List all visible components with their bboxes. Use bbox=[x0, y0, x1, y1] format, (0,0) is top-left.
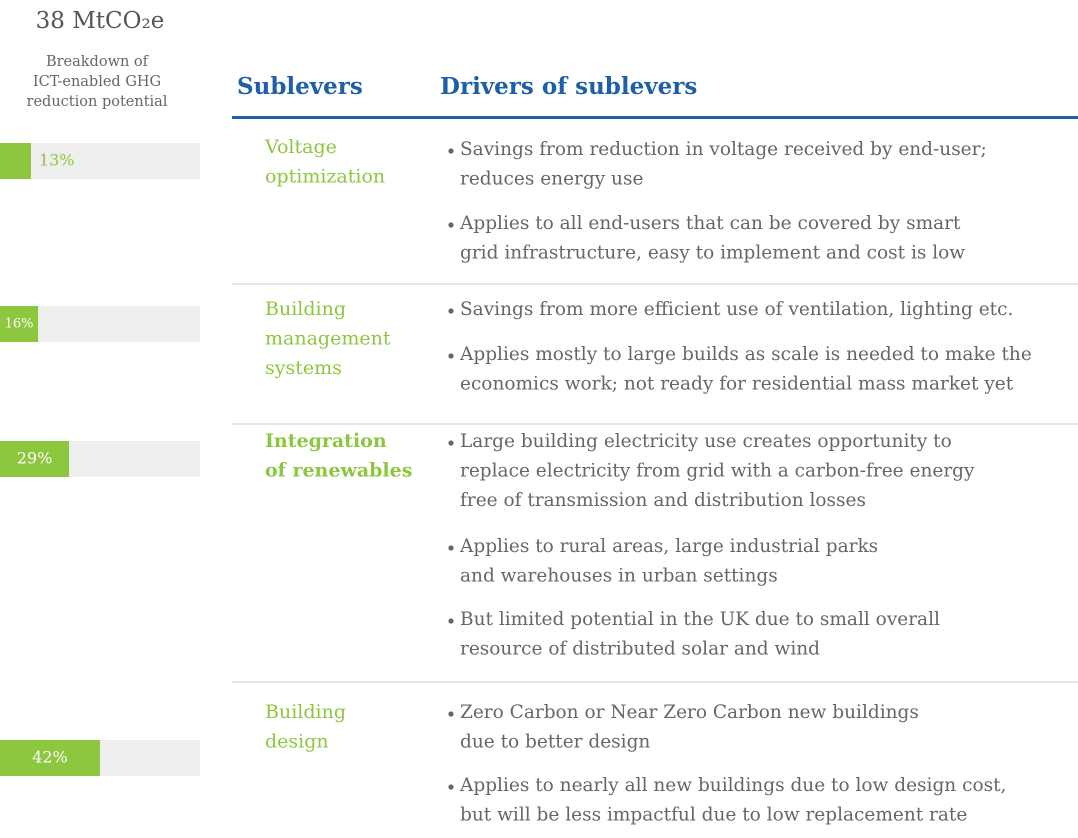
driver: and warehouses in urban settings bbox=[460, 566, 778, 587]
sublever: Building bbox=[265, 701, 346, 723]
subtitle: Breakdown of bbox=[46, 54, 150, 70]
driver: But limited potential in the UK due to s… bbox=[460, 609, 940, 630]
driver: economics work; not ready for residentia… bbox=[460, 374, 1014, 395]
bar-track bbox=[0, 143, 200, 179]
column-header: Sublevers bbox=[237, 73, 363, 100]
driver: Large building electricity use creates o… bbox=[460, 431, 952, 452]
bar-label: 42% bbox=[32, 748, 68, 767]
bullet bbox=[448, 440, 454, 446]
sublever: management bbox=[265, 328, 391, 350]
driver: free of transmission and distribution lo… bbox=[460, 490, 866, 511]
driver: due to better design bbox=[460, 732, 650, 753]
driver: resource of distributed solar and wind bbox=[460, 639, 820, 660]
driver: Applies to nearly all new buildings due … bbox=[459, 775, 1006, 796]
header-rule bbox=[232, 116, 1078, 119]
bar bbox=[0, 441, 70, 477]
bar bbox=[0, 306, 39, 342]
bullet bbox=[448, 711, 454, 717]
bullet bbox=[448, 308, 454, 314]
driver: Zero Carbon or Near Zero Carbon new buil… bbox=[460, 702, 919, 723]
driver: Applies to all end-users that can be cov… bbox=[459, 213, 961, 234]
bullet bbox=[448, 545, 454, 551]
driver: Savings from reduction in voltage receiv… bbox=[460, 139, 987, 160]
bullet bbox=[448, 222, 454, 228]
bar-label: 29% bbox=[17, 449, 53, 468]
driver: Applies mostly to large builds as scale … bbox=[459, 344, 1032, 365]
bar bbox=[0, 740, 100, 776]
sublever: Voltage bbox=[264, 136, 337, 158]
driver: reduces energy use bbox=[460, 169, 643, 190]
bar-label: 13% bbox=[39, 151, 75, 170]
sublever: optimization bbox=[265, 166, 385, 188]
sublever: Building bbox=[265, 298, 346, 320]
sublever: of renewables bbox=[265, 460, 412, 482]
sublever: design bbox=[265, 731, 329, 753]
bar-label: 16% bbox=[5, 317, 34, 332]
bar bbox=[0, 143, 31, 179]
subtitle: reduction potential bbox=[27, 94, 168, 110]
sublever: systems bbox=[265, 357, 342, 379]
driver: grid infrastructure, easy to implement a… bbox=[460, 243, 965, 264]
driver: but will be less impactful due to low re… bbox=[460, 805, 967, 826]
driver: replace electricity from grid with a car… bbox=[460, 461, 975, 482]
sublever: Integration bbox=[265, 430, 387, 452]
total: 38 MtCO₂e bbox=[36, 8, 165, 34]
bullet bbox=[448, 784, 454, 790]
driver: Savings from more efficient use of venti… bbox=[460, 299, 1013, 320]
bullet bbox=[448, 148, 454, 154]
column-header: Drivers of sublevers bbox=[440, 73, 697, 100]
bullet bbox=[448, 618, 454, 624]
driver: Applies to rural areas, large industrial… bbox=[459, 536, 878, 557]
bullet bbox=[448, 353, 454, 359]
subtitle: ICT-enabled GHG bbox=[33, 74, 161, 90]
